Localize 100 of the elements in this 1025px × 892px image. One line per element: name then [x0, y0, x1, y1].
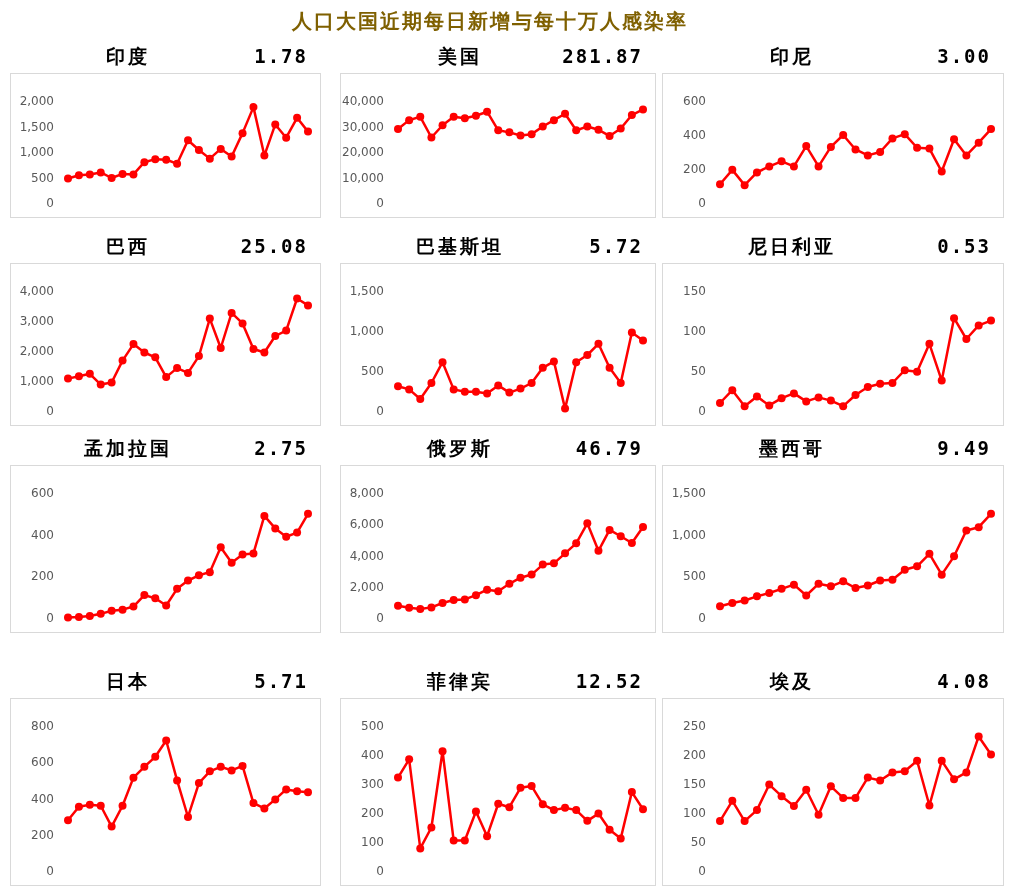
point	[572, 806, 581, 815]
y-tick-label: 250	[683, 719, 706, 733]
point	[129, 340, 138, 349]
point	[438, 599, 447, 607]
point	[605, 825, 614, 834]
point	[249, 549, 258, 558]
y-tick-label: 200	[31, 827, 54, 842]
point	[538, 363, 547, 372]
point	[594, 339, 603, 348]
y-tick-label: 40,000	[342, 94, 384, 108]
y-tick-label: 400	[31, 527, 54, 542]
y-tick-label: 30,000	[342, 119, 384, 134]
point	[64, 174, 72, 183]
y-tick-label: 0	[46, 611, 54, 625]
point	[987, 316, 995, 325]
point	[752, 592, 761, 601]
point	[405, 385, 414, 394]
point	[716, 180, 724, 189]
point	[740, 817, 749, 826]
point	[494, 381, 503, 390]
point	[950, 552, 959, 561]
point	[516, 783, 525, 792]
point	[162, 155, 171, 164]
y-tick-label: 100	[361, 835, 384, 849]
point	[205, 154, 214, 163]
point	[974, 321, 983, 330]
point	[260, 804, 269, 813]
point	[937, 570, 946, 579]
point	[594, 546, 603, 555]
point	[74, 372, 83, 381]
chart-subtitle: 3.00	[937, 45, 991, 67]
point	[627, 788, 636, 797]
chart-subtitle: 4.08	[937, 670, 991, 692]
point	[876, 776, 885, 785]
y-tick-label: 1,000	[349, 324, 384, 338]
y-tick-label: 0	[376, 196, 384, 210]
point	[64, 613, 72, 622]
point	[173, 584, 182, 593]
point	[238, 550, 247, 559]
point	[271, 120, 280, 129]
point	[516, 384, 525, 393]
point	[826, 582, 835, 591]
point	[194, 145, 203, 154]
point	[900, 366, 909, 375]
point	[925, 339, 934, 348]
point	[974, 732, 983, 741]
point	[639, 805, 647, 814]
point	[851, 584, 860, 592]
point	[863, 383, 872, 391]
y-tick-label: 600	[683, 94, 706, 108]
point	[639, 336, 647, 345]
point	[937, 167, 946, 176]
chart-subtitle: 25.08	[240, 235, 308, 257]
point	[162, 601, 171, 610]
point	[151, 752, 160, 761]
point	[752, 806, 761, 815]
point	[505, 388, 514, 397]
point	[900, 767, 909, 776]
point	[471, 387, 480, 396]
point	[839, 577, 848, 586]
point	[118, 356, 127, 365]
point	[987, 509, 995, 518]
point	[460, 836, 469, 845]
chart-subtitle: 9.49	[937, 437, 991, 459]
point	[987, 750, 995, 759]
point	[96, 609, 105, 618]
point	[802, 397, 811, 406]
point	[627, 328, 636, 337]
point	[74, 802, 83, 811]
point	[789, 802, 798, 811]
y-tick-label: 1,000	[19, 374, 54, 388]
chart-title: 俄罗斯	[425, 437, 493, 459]
point	[549, 806, 558, 815]
point	[118, 169, 127, 178]
point	[627, 539, 636, 547]
point	[405, 603, 414, 612]
point	[802, 785, 811, 794]
point	[527, 379, 536, 387]
point	[293, 294, 302, 303]
point	[227, 308, 236, 317]
point	[427, 603, 436, 612]
y-tick-label: 0	[46, 404, 54, 418]
chart-subtitle: 1.78	[254, 45, 308, 67]
point	[162, 736, 171, 745]
y-tick-label: 1,500	[349, 284, 384, 298]
point	[505, 579, 514, 588]
point	[227, 558, 236, 567]
chart-title: 埃及	[768, 670, 814, 692]
point	[282, 532, 291, 541]
point	[151, 594, 160, 603]
point	[129, 170, 138, 179]
y-tick-label: 6,000	[349, 517, 384, 532]
point	[728, 796, 737, 805]
point	[85, 369, 94, 378]
y-tick-label: 0	[46, 864, 54, 878]
point	[516, 573, 525, 582]
y-tick-label: 500	[683, 569, 706, 584]
point	[216, 344, 225, 352]
point	[494, 126, 503, 135]
point	[238, 761, 247, 770]
